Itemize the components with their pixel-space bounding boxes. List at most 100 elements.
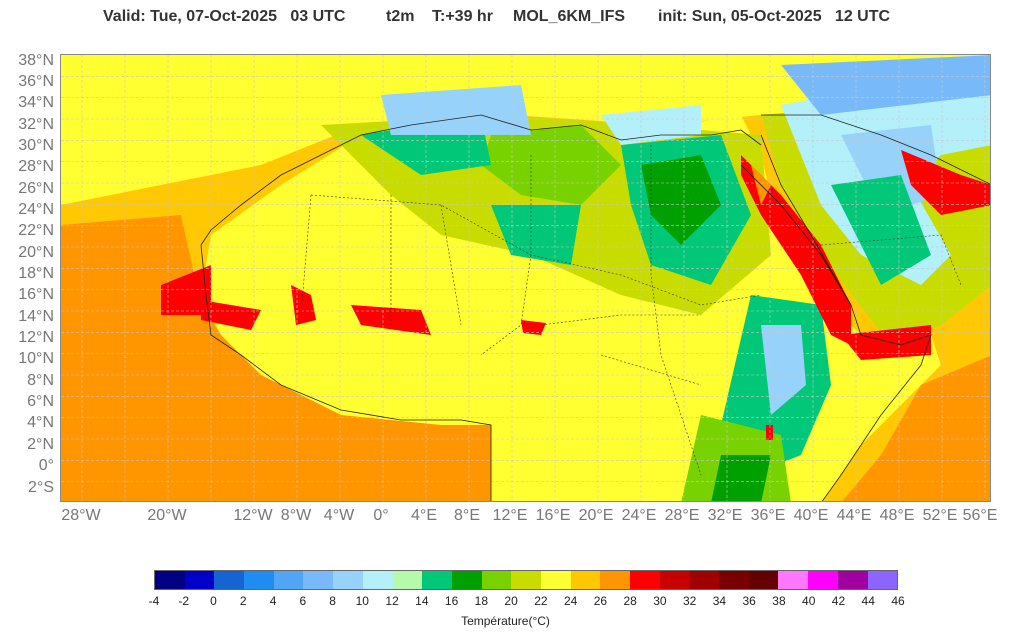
colorbar-swatch — [837, 571, 868, 589]
colorbar-tick-label: 10 — [355, 594, 369, 608]
lat-label: 14°N — [18, 308, 54, 325]
colorbar-tick-label: 14 — [415, 594, 429, 608]
lat-label: 0° — [38, 457, 54, 474]
colorbar-swatch — [600, 571, 630, 589]
lon-label: 4°E — [411, 507, 437, 524]
colorbar-tick-label: 40 — [802, 594, 816, 608]
lon-label: 48°E — [879, 507, 915, 524]
lon-label: 36°E — [750, 507, 786, 524]
colorbar-tick-label: 8 — [329, 594, 336, 608]
map-canvas — [61, 55, 990, 501]
colorbar-swatch — [540, 571, 571, 589]
colorbar-tick-label: 12 — [385, 594, 399, 608]
lon-label: 56°E — [962, 507, 998, 524]
colorbar-swatch — [748, 571, 779, 589]
lat-label: 36°N — [18, 73, 54, 90]
lat-label: 26°N — [18, 180, 54, 197]
colorbar-tick-label: 46 — [891, 594, 905, 608]
colorbar-tick-label: 34 — [712, 594, 727, 608]
colorbar-tick-label: 30 — [653, 594, 667, 608]
lon-label: 20°E — [578, 507, 614, 524]
temperature-map[interactable] — [60, 54, 991, 502]
init-time: init: Sun, 05-Oct-2025 12 UTC — [658, 8, 891, 25]
lat-label: 4°N — [27, 414, 54, 431]
lon-label: 0° — [373, 507, 389, 524]
lon-label: 20°W — [147, 507, 187, 524]
colorbar-swatch — [392, 571, 423, 589]
lon-label: 8°W — [280, 507, 312, 524]
lon-label: 12°W — [233, 507, 273, 524]
colorbar-swatch — [333, 571, 363, 589]
lat-label: 34°N — [18, 94, 54, 111]
colorbar-tick-label: 16 — [444, 594, 459, 608]
lon-label: 32°E — [707, 507, 743, 524]
colorbar-swatch — [659, 571, 690, 589]
colorbar-swatch — [422, 571, 452, 589]
model-name: MOL_6KM_IFS — [513, 8, 626, 25]
lon-label: 12°E — [492, 507, 528, 524]
colorbar-swatch — [867, 571, 898, 589]
lon-label: 8°E — [454, 507, 480, 524]
lat-label: 16°N — [18, 286, 54, 303]
colorbar-swatch — [481, 571, 512, 589]
lon-label: 28°W — [61, 507, 101, 524]
lat-label: 20°N — [18, 244, 54, 261]
colorbar-tick-label: 6 — [299, 594, 307, 608]
lon-label: 28°E — [664, 507, 700, 524]
valid-time: Valid: Tue, 07-Oct-2025 03 UTC — [103, 8, 346, 25]
colorbar-tick-label: 20 — [504, 594, 518, 608]
colorbar-swatch — [451, 571, 482, 589]
colorbar-tick-label: 0 — [210, 594, 217, 608]
colorbar-tick-label: 22 — [534, 594, 548, 608]
colorbar-tick-label: 36 — [742, 594, 756, 608]
colorbar-tick-label: 4 — [269, 594, 277, 608]
colorbar-swatch — [362, 571, 393, 589]
lat-label: 6°N — [27, 393, 54, 410]
lat-label: 28°N — [18, 158, 54, 175]
lon-label: 44°E — [836, 507, 872, 524]
lat-label: 2°N — [27, 436, 54, 453]
colorbar-swatch — [155, 571, 185, 589]
colorbar-swatch — [273, 571, 304, 589]
colorbar-swatch — [214, 571, 245, 589]
lon-label: 4°W — [323, 507, 355, 524]
lat-label: 32°N — [18, 116, 54, 133]
colorbar-swatch — [184, 571, 215, 589]
colorbar — [154, 570, 898, 590]
colorbar-tick-label: 32 — [682, 594, 697, 608]
lat-label: 10°N — [18, 350, 54, 367]
colorbar-swatch — [719, 571, 749, 589]
colorbar-swatch — [570, 571, 601, 589]
colorbar-tick-label: 38 — [772, 594, 786, 608]
colorbar-title: Température(°C) — [461, 614, 550, 628]
colorbar-tick-label: -2 — [178, 594, 190, 608]
colorbar-tick-label: 42 — [831, 594, 846, 608]
lon-label: 40°E — [793, 507, 829, 524]
lat-label: 8°N — [27, 372, 54, 389]
colorbar-swatch — [303, 571, 334, 589]
parameter-name: t2m — [386, 8, 415, 25]
lon-label: 52°E — [922, 507, 958, 524]
lat-label: 12°N — [18, 329, 54, 346]
lon-label: 24°E — [621, 507, 657, 524]
colorbar-swatch — [778, 571, 809, 589]
colorbar-tick-label: 18 — [474, 594, 489, 608]
colorbar-swatch — [689, 571, 720, 589]
lat-label: 2°S — [28, 479, 54, 496]
colorbar-swatch — [244, 571, 274, 589]
colorbar-tick-label: 2 — [239, 594, 247, 608]
colorbar-swatch — [630, 571, 660, 589]
lon-label: 16°E — [535, 507, 571, 524]
colorbar-tick-label: 24 — [563, 594, 578, 608]
forecast-step: T:+39 hr — [432, 8, 493, 25]
lat-label: 30°N — [18, 137, 54, 154]
lat-label: 22°N — [18, 222, 54, 239]
lat-label: 38°N — [18, 52, 54, 69]
map-title: Valid: Tue, 07-Oct-2025 03 UTC t2m T:+39… — [0, 8, 1011, 28]
colorbar-swatch — [808, 571, 838, 589]
colorbar-tick-label: 26 — [593, 594, 608, 608]
colorbar-tick-label: 28 — [623, 594, 637, 608]
lat-label: 24°N — [18, 201, 54, 218]
colorbar-swatch — [511, 571, 541, 589]
colorbar-tick-label: 44 — [861, 594, 875, 608]
